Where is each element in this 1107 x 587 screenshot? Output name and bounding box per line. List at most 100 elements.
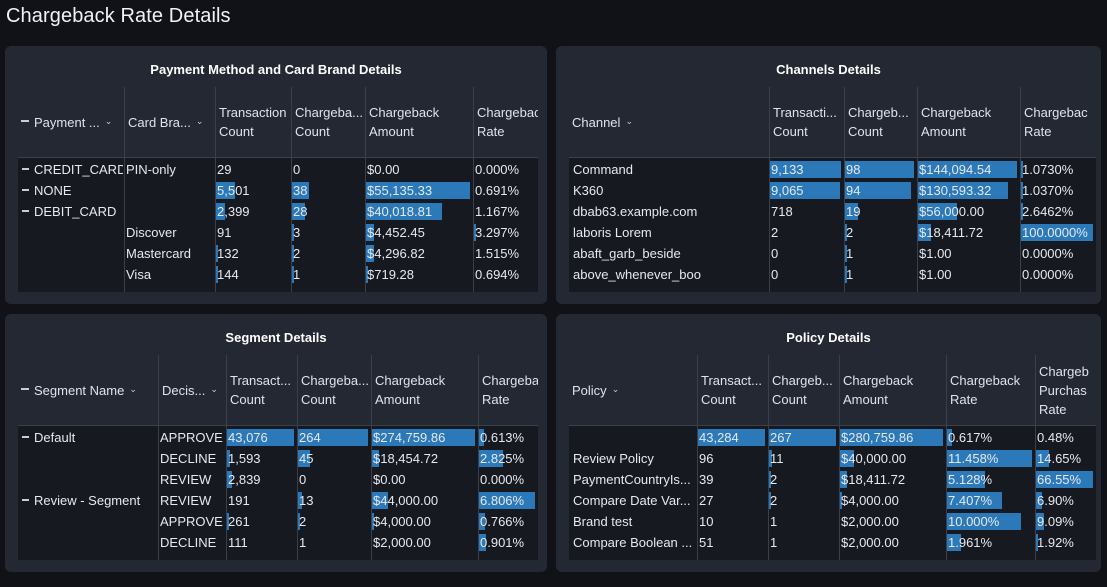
table-row[interactable]: PaymentCountryIs... 39 2 $18,411.72 5.128% 66… (569, 469, 1096, 490)
value-bar (227, 429, 294, 446)
cell-value: 0 (771, 267, 779, 282)
payment-header-col-1[interactable]: Card Bra... ⌄ (124, 87, 215, 157)
cell-value: $280,759.86 (841, 430, 914, 445)
policy-header-col-5[interactable]: Chargeb Purchas Rate (1035, 355, 1096, 425)
cell-value: 2.6462% (1022, 204, 1074, 219)
channels-header-col-4[interactable]: Chargebac Rate (1020, 87, 1096, 157)
value-bar (216, 245, 218, 262)
sort-chevron-icon[interactable]: ⌄ (129, 383, 137, 394)
table-row[interactable]: above_whenever_boo 0 1 $1.00 0.0000% (569, 264, 1096, 285)
table-row[interactable]: dbab63.example.com 718 19 $56,000.00 2.6462% (569, 201, 1096, 222)
cell-value: Brand test (573, 514, 633, 529)
payment-header-col-0[interactable]: Payment ... ⌄ (18, 87, 124, 157)
policy-header-col-0[interactable]: Policy ⌄ (569, 355, 697, 425)
table-row[interactable]: Discover 91 3 $4,452.45 3.297% (18, 222, 538, 243)
collapse-icon[interactable] (21, 388, 29, 390)
policy-header-col-3[interactable]: Chargeback Amount (839, 355, 946, 425)
cell-value: 2 (770, 472, 778, 487)
table-row[interactable]: Default APPROVE 43,076 264 $274,759.86 0.613% (18, 427, 538, 448)
sort-chevron-icon[interactable]: ⌄ (611, 383, 620, 394)
cell-value: Mastercard (126, 246, 192, 261)
channels-table[interactable]: Channel ⌄ Transacti... Count Chargeb... Cou… (569, 87, 1096, 292)
table-row[interactable]: DECLINE 1,593 45 $18,454.72 2.825% (18, 448, 538, 469)
payment-header-col-2[interactable]: Transaction Count (215, 87, 291, 157)
sort-chevron-icon[interactable]: ⌄ (625, 115, 633, 126)
segment-cell-e: $2,000.00 (372, 532, 477, 553)
value-bar (1021, 224, 1093, 241)
cell-value: 2 (846, 225, 854, 240)
channels-cell-d: 1 (845, 243, 916, 264)
payment-header-col-3[interactable]: Chargeba... Count (291, 87, 365, 157)
policy-header-col-1[interactable]: Transact... Count (697, 355, 768, 425)
cell-value: Command (573, 162, 633, 177)
table-row[interactable]: DEBIT_CARD 2,399 28 $40,018.81 1.167% (18, 201, 538, 222)
payment-cell-a (19, 264, 123, 285)
table-row[interactable]: Command 9,133 98 $144,094.54 1.0730% (569, 159, 1096, 180)
sort-chevron-icon[interactable]: ⌄ (210, 383, 218, 394)
sort-chevron-icon[interactable]: ⌄ (195, 115, 204, 126)
table-row[interactable]: K360 9,065 94 $130,593.32 1.0370% (569, 180, 1096, 201)
payment-table[interactable]: Payment ... ⌄ Card Bra... ⌄ Transaction Coun… (18, 87, 538, 292)
cell-value: 43,284 (699, 430, 739, 445)
payment-cell-d: 0 (292, 159, 364, 180)
table-row[interactable]: Visa 144 1 $719.28 0.694% (18, 264, 538, 285)
cell-value: Default (34, 430, 76, 445)
sort-chevron-icon[interactable]: ⌄ (104, 115, 113, 126)
column-divider (291, 157, 292, 292)
payment-header-col-4[interactable]: Chargeback Amount (365, 87, 473, 157)
table-row[interactable]: Brand test 10 1 $2,000.00 10.000% 9.09% (569, 511, 1096, 532)
table-row[interactable]: Review Policy 96 11 $40,000.00 11.458% 14.65% (569, 448, 1096, 469)
channels-cell-a: Command (570, 159, 768, 180)
value-bar (298, 492, 302, 509)
table-row[interactable]: APPROVE 261 2 $4,000.00 0.766% (18, 511, 538, 532)
policy-header-label: Chargeb... Count (772, 373, 833, 407)
collapse-icon[interactable] (22, 168, 29, 170)
segment-header-col-2[interactable]: Transact... Count (226, 355, 297, 425)
table-row[interactable]: CREDIT_CARD PIN-only 29 0 $0.00 0.000% (18, 159, 538, 180)
policy-table[interactable]: Policy ⌄ Transact... Count Chargeb... Count… (569, 355, 1096, 560)
policy-cell-c: 96 (698, 448, 767, 469)
policy-header-col-2[interactable]: Chargeb... Count (768, 355, 839, 425)
table-row[interactable]: Mastercard 132 2 $4,296.82 1.515% (18, 243, 538, 264)
channels-table-header: Channel ⌄ Transacti... Count Chargeb... Cou… (569, 87, 1096, 158)
policy-header-col-4[interactable]: Chargeback Rate (946, 355, 1035, 425)
channels-cell-c: 9,133 (770, 159, 843, 180)
segment-header-col-1[interactable]: Decis... ⌄ (158, 355, 226, 425)
policy-cell-e: $40,000.00 (840, 448, 945, 469)
table-row[interactable]: NONE 5,501 38 $55,135.33 0.691% (18, 180, 538, 201)
segment-table[interactable]: Segment Name ⌄ Decis... ⌄ Transact... Count C… (18, 355, 538, 560)
table-row[interactable]: DECLINE 111 1 $2,000.00 0.901% (18, 532, 538, 553)
cell-value: DEBIT_CARD (34, 204, 117, 219)
channels-header-col-0[interactable]: Channel ⌄ (569, 87, 769, 157)
table-row[interactable]: Review - Segment REVIEW 191 13 $44,000.00 6.8… (18, 490, 538, 511)
cell-value: $40,018.81 (367, 204, 433, 219)
segment-header-col-0[interactable]: Segment Name ⌄ (18, 355, 158, 425)
value-bar (366, 203, 442, 220)
table-row[interactable]: REVIEW 2,839 0 $0.00 0.000% (18, 469, 538, 490)
cell-value: 6.90% (1037, 493, 1074, 508)
table-row[interactable]: Compare Boolean ... 51 1 $2,000.00 1.961% 1.9… (569, 532, 1096, 553)
segment-header-col-3[interactable]: Chargeba... Count (297, 355, 371, 425)
value-bar (1036, 450, 1049, 467)
segment-header-col-4[interactable]: Chargeback Amount (371, 355, 478, 425)
collapse-icon[interactable] (22, 436, 29, 438)
collapse-icon[interactable] (21, 120, 29, 122)
channels-header-col-3[interactable]: Chargeback Amount (917, 87, 1020, 157)
collapse-icon[interactable] (22, 210, 29, 212)
cell-value: $0.00 (367, 162, 400, 177)
payment-header-col-5[interactable]: Chargeback Rate (473, 87, 538, 157)
table-row[interactable]: 43,284 267 $280,759.86 0.617% 0.48% (569, 427, 1096, 448)
segment-cell-c: 43,076 (227, 427, 296, 448)
segment-cell-b: APPROVE (159, 427, 225, 448)
collapse-icon[interactable] (22, 189, 29, 191)
cell-value: $0.00 (373, 472, 406, 487)
channels-header-col-1[interactable]: Transacti... Count (769, 87, 844, 157)
segment-header-col-5[interactable]: Chargeba Rate (478, 355, 538, 425)
table-row[interactable]: laboris Lorem 2 2 $18,411.72 100.0000% (569, 222, 1096, 243)
cell-value: 100.0000% (1022, 225, 1088, 240)
table-row[interactable]: Compare Date Var... 27 2 $4,000.00 7.407% 6.9… (569, 490, 1096, 511)
cell-value: APPROVE (160, 514, 223, 529)
collapse-icon[interactable] (22, 499, 29, 501)
table-row[interactable]: abaft_garb_beside 0 1 $1.00 0.0000% (569, 243, 1096, 264)
channels-header-col-2[interactable]: Chargeb... Count (844, 87, 917, 157)
